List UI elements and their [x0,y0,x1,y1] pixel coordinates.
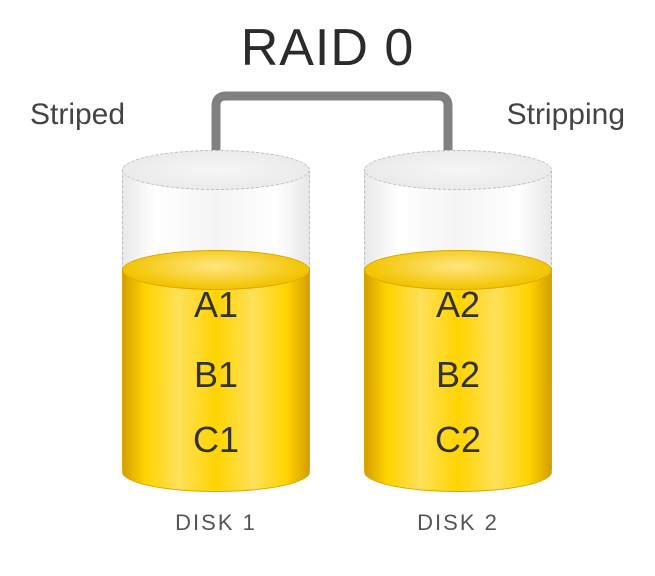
segment-label: B2 [436,354,480,396]
disk-2-label: DISK 2 [364,510,552,536]
disk-2-liquid-top [364,250,552,290]
disk-2-segment-b: B2 [364,340,552,410]
diagram-title: RAID 0 [0,18,655,78]
raid0-diagram: RAID 0 Striped Stripping C1 B1 A1 DISK 1… [0,0,655,576]
disk-1-top-cap [122,150,310,190]
disk-1-segment-c: C1 [122,410,310,470]
disk-1-liquid-top [122,250,310,290]
segment-label: B1 [194,354,238,396]
disk-2-top-cap [364,150,552,190]
segment-label: C2 [435,419,481,461]
label-stripping: Stripping [507,98,625,132]
segment-label: C1 [193,419,239,461]
disk-2-segment-c: C2 [364,410,552,470]
disk-2: C2 B2 A2 DISK 2 [364,150,552,490]
segment-label: A1 [194,284,238,326]
segment-label: A2 [436,284,480,326]
label-striped: Striped [30,98,125,132]
disk-1: C1 B1 A1 DISK 1 [122,150,310,490]
disk-1-segment-b: B1 [122,340,310,410]
disk-1-label: DISK 1 [122,510,310,536]
